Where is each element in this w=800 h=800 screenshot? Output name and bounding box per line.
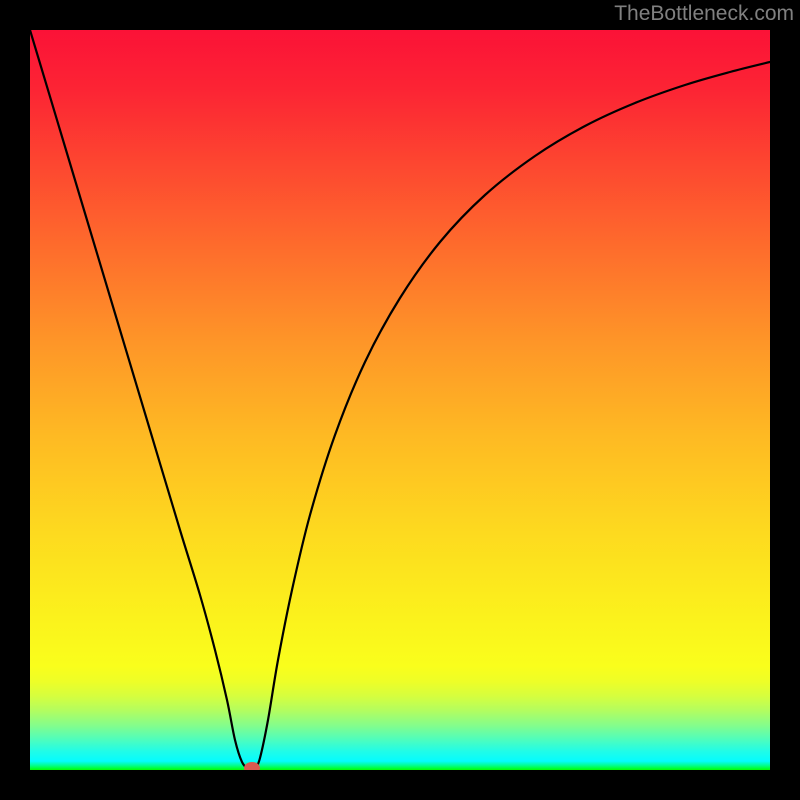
chart-container: TheBottleneck.com [0,0,800,800]
watermark-text: TheBottleneck.com [614,2,794,26]
plot-area [30,30,770,770]
chart-svg [30,30,770,770]
